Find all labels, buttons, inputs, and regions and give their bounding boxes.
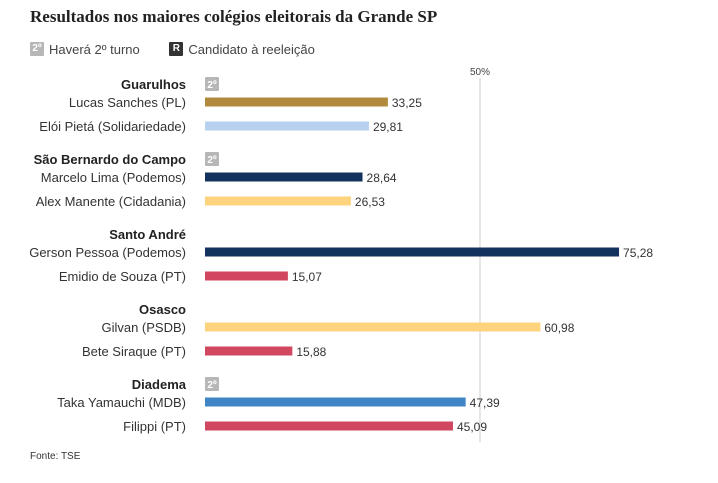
bar-value-label: 60,98 <box>544 321 574 335</box>
legend-item-runoff: 2º Haverá 2º turno <box>30 42 140 57</box>
bar <box>205 196 351 206</box>
legend-reelection-label: Candidato à reeleição <box>188 41 315 57</box>
source-note: Fonte: TSE <box>30 451 81 462</box>
bar-value-label: 26,53 <box>355 195 385 209</box>
bar <box>205 97 388 107</box>
bar <box>205 322 541 332</box>
candidate-label: Gilvan (PSDB) <box>101 320 186 335</box>
bar <box>205 271 288 281</box>
candidate-label: Gerson Pessoa (Podemos) <box>29 245 186 260</box>
runoff-badge-icon-sao-bernardo-do-campo <box>205 152 219 166</box>
runoff-badge-text-sao-bernardo-do-campo: 2º <box>207 155 217 166</box>
bar <box>205 346 293 356</box>
bar-value-label: 33,25 <box>392 96 422 110</box>
candidate-label: Alex Manente (Cidadania) <box>36 194 186 209</box>
bar-value-label: 15,07 <box>292 270 322 284</box>
candidate-label: Filippi (PT) <box>123 419 186 434</box>
bar-value-label: 45,09 <box>457 420 487 434</box>
bar-value-label: 47,39 <box>470 396 500 410</box>
candidate-label: Bete Siraque (PT) <box>82 344 186 359</box>
bar <box>205 397 466 407</box>
bar <box>205 421 453 431</box>
runoff-badge-icon: 2º <box>30 42 44 56</box>
candidate-label: Taka Yamauchi (MDB) <box>57 395 186 410</box>
city-header-guarulhos: Guarulhos <box>121 77 186 92</box>
bar-value-label: 75,28 <box>623 246 653 260</box>
bar <box>205 247 620 257</box>
bar <box>205 121 369 131</box>
legend-item-reelection: R Candidato à reeleição <box>169 41 315 57</box>
legend: 2º Haverá 2º turno R Candidato à reeleiç… <box>30 39 341 57</box>
runoff-badge-text-diadema: 2º <box>207 380 217 391</box>
bar-value-label: 15,88 <box>296 345 326 359</box>
bar <box>205 172 363 182</box>
bar-value-label: 28,64 <box>367 171 397 185</box>
city-header-diadema: Diadema <box>132 377 187 392</box>
candidate-label: Elói Pietá (Solidariedade) <box>39 119 186 134</box>
candidate-label: Marcelo Lima (Podemos) <box>41 170 186 185</box>
candidate-label: Emidio de Souza (PT) <box>59 269 186 284</box>
legend-runoff-label: Haverá 2º turno <box>49 41 140 57</box>
city-header-santo-andre: Santo André <box>109 227 186 242</box>
runoff-badge-icon-diadema <box>205 377 219 391</box>
reference-line-label: 50% <box>470 67 490 78</box>
chart-title: Resultados nos maiores colégios eleitora… <box>30 7 438 26</box>
city-header-sao-bernardo-do-campo: São Bernardo do Campo <box>34 152 186 167</box>
reelection-badge-icon: R <box>169 42 184 56</box>
runoff-badge-icon-guarulhos <box>205 77 219 91</box>
bar-value-label: 29,81 <box>373 120 403 134</box>
runoff-badge-text-guarulhos: 2º <box>207 80 217 91</box>
candidate-label: Lucas Sanches (PL) <box>69 95 186 110</box>
city-header-osasco: Osasco <box>139 302 186 317</box>
